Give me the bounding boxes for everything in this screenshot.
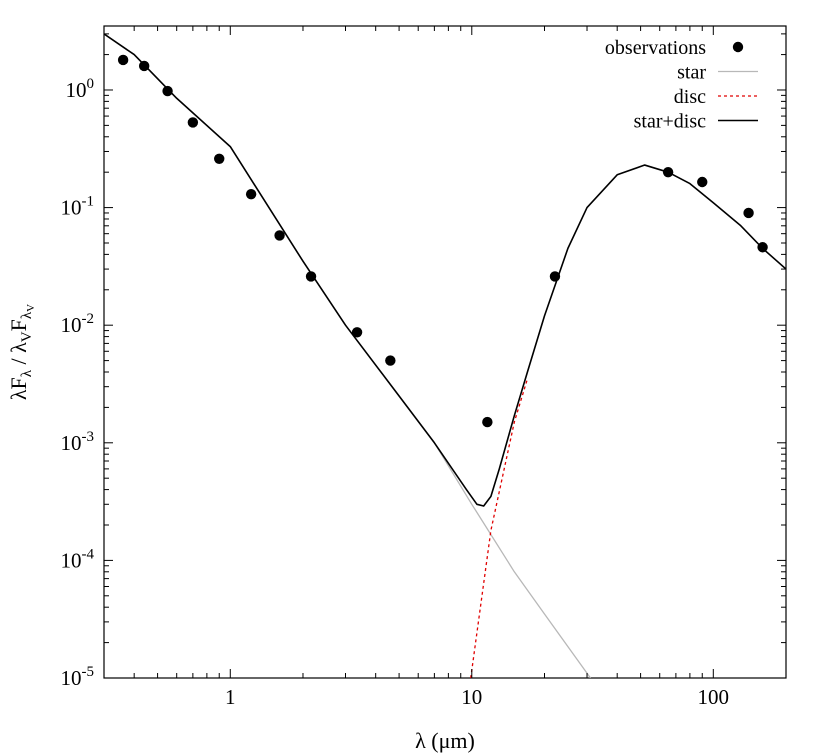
observation-point <box>162 85 173 97</box>
series-line-disc <box>470 378 529 678</box>
observation-point <box>743 207 754 219</box>
observation-point <box>662 166 674 178</box>
legend-label: observations <box>605 37 706 59</box>
y-tick-label: 10-3 <box>61 429 95 455</box>
y-axis: 10-5 10-4 10-3 10-2 10-1 100 <box>61 33 786 690</box>
y-axis-title: λFλ / λVFλV <box>6 304 37 400</box>
y-label-sub3b: V <box>25 304 37 312</box>
observation-point <box>187 117 199 128</box>
observation-point <box>274 230 285 241</box>
observation-point <box>245 188 257 200</box>
observation-point <box>351 327 363 338</box>
x-axis: 1 10 100 <box>103 26 787 709</box>
y-tick-label: 10-5 <box>61 664 95 690</box>
legend-label: disc <box>674 86 706 108</box>
x-tick-label: 1 <box>225 685 236 709</box>
x-tick-label: 100 <box>698 685 730 709</box>
observation-point <box>214 153 225 164</box>
series-line-star <box>104 33 591 678</box>
observation-point <box>385 355 396 366</box>
y-label-sub3: λ <box>19 311 35 319</box>
y-label-mid: / λ <box>6 342 31 370</box>
x-axis-title: λ (μm) <box>415 728 475 753</box>
observation-point <box>305 271 317 282</box>
legend-label: star+disc <box>634 111 706 133</box>
y-tick-label: 10-2 <box>61 311 95 337</box>
y-label-main: λF <box>6 377 31 400</box>
series-points <box>117 54 768 428</box>
observation-point <box>549 271 561 282</box>
observation-point <box>697 176 708 188</box>
observation-point <box>117 54 129 66</box>
legend-label: star <box>677 62 706 84</box>
y-label-sub2: V <box>19 331 35 342</box>
plot-frame <box>103 25 787 679</box>
observation-point <box>482 416 493 428</box>
y-label-sub1: λ <box>19 369 35 377</box>
y-tick-label: 10-4 <box>61 546 95 572</box>
observation-point <box>138 60 150 72</box>
y-tick-label: 100 <box>66 76 95 102</box>
x-tick-label: 10 <box>461 685 482 709</box>
legend-swatch <box>732 41 744 53</box>
y-tick-label: 10-1 <box>61 194 95 220</box>
plot-area <box>103 25 787 679</box>
observation-point <box>757 242 768 253</box>
y-label-main2: F <box>6 319 31 331</box>
